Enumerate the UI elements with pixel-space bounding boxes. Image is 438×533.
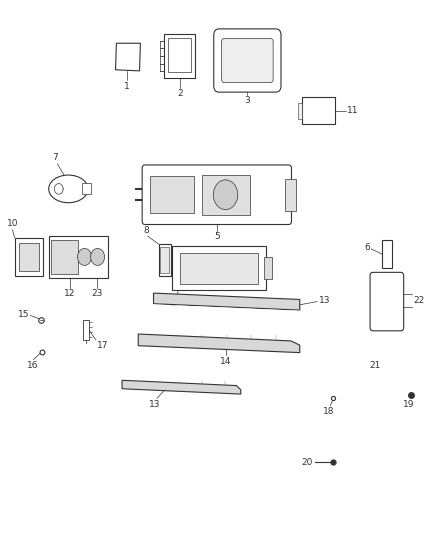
Polygon shape [116,43,141,71]
FancyBboxPatch shape [298,103,302,119]
Text: 22: 22 [413,296,424,305]
Text: 7: 7 [53,154,58,163]
Text: 3: 3 [244,96,250,106]
Text: 8: 8 [144,226,149,235]
Text: 19: 19 [403,400,415,409]
Text: 13: 13 [318,296,330,305]
Text: 1: 1 [124,82,130,91]
Circle shape [78,248,92,265]
Text: 18: 18 [323,407,335,416]
FancyBboxPatch shape [264,257,272,279]
FancyBboxPatch shape [160,247,169,273]
Text: 12: 12 [64,289,75,298]
Text: 2: 2 [177,90,183,99]
FancyBboxPatch shape [286,179,296,211]
Polygon shape [153,293,300,310]
Text: 23: 23 [91,289,102,298]
FancyBboxPatch shape [180,253,258,284]
FancyBboxPatch shape [201,174,250,215]
Text: 15: 15 [18,310,29,319]
FancyBboxPatch shape [150,176,194,213]
FancyBboxPatch shape [168,38,191,72]
Text: 16: 16 [27,361,38,370]
FancyBboxPatch shape [302,98,335,124]
Text: 10: 10 [7,219,18,228]
FancyBboxPatch shape [49,236,108,278]
FancyBboxPatch shape [214,29,281,92]
Circle shape [91,248,105,265]
Text: 14: 14 [220,357,231,366]
Text: 21: 21 [370,361,381,370]
Text: 20: 20 [301,458,313,466]
FancyBboxPatch shape [222,38,273,83]
Circle shape [213,180,238,209]
Text: 11: 11 [347,106,358,115]
FancyBboxPatch shape [14,238,43,276]
Polygon shape [122,380,241,394]
FancyBboxPatch shape [382,240,392,268]
FancyBboxPatch shape [83,320,89,340]
Text: 5: 5 [214,232,220,241]
Text: 6: 6 [365,244,371,253]
Text: 9: 9 [170,301,175,310]
Polygon shape [138,334,300,353]
FancyBboxPatch shape [370,272,404,331]
FancyBboxPatch shape [159,244,171,276]
FancyBboxPatch shape [164,34,195,78]
FancyBboxPatch shape [172,246,266,290]
FancyBboxPatch shape [51,240,78,274]
Text: 13: 13 [149,400,161,409]
FancyBboxPatch shape [142,165,291,224]
Ellipse shape [49,175,88,203]
Text: 17: 17 [97,341,108,350]
FancyBboxPatch shape [82,182,91,194]
FancyBboxPatch shape [19,243,39,271]
